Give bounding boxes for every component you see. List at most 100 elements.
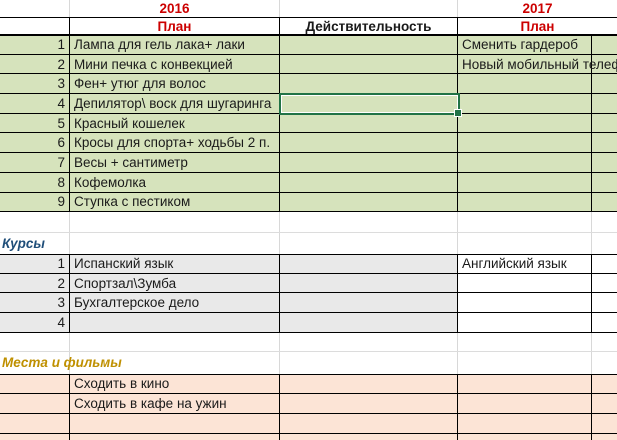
cell-empty[interactable] bbox=[592, 333, 617, 351]
cell-plan-2017[interactable]: Новый мобильный телеф bbox=[458, 54, 617, 74]
cell-overflow[interactable] bbox=[592, 133, 617, 152]
cell-row-number[interactable] bbox=[0, 413, 70, 433]
cell-empty[interactable] bbox=[280, 212, 458, 233]
cell-plan-2016[interactable] bbox=[70, 413, 280, 433]
cell-actual[interactable] bbox=[280, 312, 458, 332]
cell-plan-2016[interactable]: Сходить в кино bbox=[70, 374, 280, 393]
cell-plan-2017[interactable] bbox=[458, 374, 592, 393]
cell-plan-2016[interactable]: Кросы для спорта+ ходьбы 2 п. bbox=[70, 133, 280, 153]
cell-plan-2016[interactable]: Кофемолка bbox=[70, 172, 280, 192]
cell-empty[interactable] bbox=[458, 351, 592, 374]
cell-plan-2017[interactable] bbox=[458, 393, 592, 413]
cell-row-number[interactable]: 2 bbox=[0, 54, 70, 74]
actual-header[interactable]: Действительность bbox=[280, 18, 458, 34]
cell-plan-2016[interactable]: Депилятор\ воск для шугаринга bbox=[70, 94, 280, 113]
cell-plan-2017[interactable] bbox=[458, 74, 592, 94]
cell-overflow[interactable] bbox=[592, 255, 617, 273]
cell-overflow[interactable] bbox=[592, 375, 617, 393]
cell-empty[interactable] bbox=[70, 233, 280, 255]
cell-plan-2016[interactable]: Фен+ утюг для волос bbox=[70, 74, 280, 94]
cell-plan-2017[interactable] bbox=[458, 153, 592, 172]
cell-empty[interactable] bbox=[280, 351, 458, 374]
year-2017-label[interactable]: 2017 bbox=[522, 1, 553, 16]
cell-actual[interactable] bbox=[280, 172, 458, 192]
cell-actual[interactable] bbox=[280, 113, 458, 133]
cell-actual[interactable] bbox=[280, 153, 458, 172]
cell-empty[interactable] bbox=[0, 332, 70, 351]
cell-overflow[interactable] bbox=[592, 173, 617, 192]
cell-empty[interactable] bbox=[280, 332, 458, 351]
cell-row-number[interactable]: 3 bbox=[0, 293, 70, 312]
cell-plan-2017[interactable] bbox=[458, 113, 592, 133]
cell-overflow[interactable] bbox=[592, 94, 617, 113]
cell-empty[interactable] bbox=[70, 332, 280, 351]
cell-row-number[interactable]: 4 bbox=[0, 94, 70, 113]
cell-row-number[interactable]: 9 bbox=[0, 192, 70, 212]
cell-row-number[interactable]: 7 bbox=[0, 153, 70, 172]
cell-plan-2017[interactable] bbox=[458, 172, 592, 192]
cell-empty[interactable] bbox=[458, 233, 592, 255]
cell-overflow[interactable] bbox=[592, 74, 617, 93]
cell-plan-2017[interactable]: Сменить гардероб bbox=[458, 36, 592, 54]
cell-plan-2016[interactable]: Спортзал\Зумба bbox=[70, 273, 280, 293]
cell-actual[interactable] bbox=[280, 36, 458, 54]
cell-row-number[interactable]: 5 bbox=[0, 113, 70, 133]
cell-overflow[interactable] bbox=[592, 293, 617, 312]
cell-empty[interactable] bbox=[0, 18, 70, 34]
cell-empty[interactable] bbox=[592, 233, 617, 254]
selected-cell[interactable] bbox=[280, 94, 458, 113]
cell-plan-2017[interactable] bbox=[458, 273, 592, 293]
cell-row-number[interactable]: 1 bbox=[0, 36, 70, 54]
places-section-label[interactable]: Места и фильмы bbox=[0, 351, 122, 374]
cell-plan-2016[interactable]: Красный кошелек bbox=[70, 113, 280, 133]
cell-actual[interactable] bbox=[280, 74, 458, 94]
cell-overflow[interactable] bbox=[592, 193, 617, 212]
cell-plan-2017[interactable] bbox=[458, 433, 592, 440]
cell-empty[interactable] bbox=[70, 351, 280, 374]
cell-plan-2017[interactable]: Английский язык bbox=[458, 255, 592, 273]
courses-section-label[interactable]: Курсы bbox=[0, 233, 70, 255]
cell-overflow[interactable] bbox=[592, 312, 617, 332]
cell-plan-2017[interactable] bbox=[458, 312, 592, 332]
cell-plan-2016[interactable]: Бухгалтерское дело bbox=[70, 293, 280, 312]
cell-empty[interactable] bbox=[458, 332, 592, 351]
plan-2016-header[interactable]: План bbox=[70, 18, 280, 34]
cell-row-number[interactable]: 4 bbox=[0, 312, 70, 332]
fill-handle[interactable] bbox=[454, 108, 462, 117]
cell-plan-2017[interactable] bbox=[458, 413, 592, 433]
cell-row-number[interactable]: 3 bbox=[0, 74, 70, 94]
cell-actual[interactable] bbox=[280, 293, 458, 312]
cell-actual[interactable] bbox=[280, 393, 458, 413]
cell-actual[interactable] bbox=[280, 54, 458, 74]
cell-overflow[interactable] bbox=[592, 394, 617, 413]
cell-row-number[interactable]: 1 bbox=[0, 255, 70, 273]
cell-plan-2017[interactable] bbox=[458, 293, 592, 312]
cell-empty[interactable] bbox=[280, 233, 458, 255]
cell-empty[interactable] bbox=[592, 212, 617, 232]
cell-actual[interactable] bbox=[280, 255, 458, 273]
cell-plan-2016[interactable]: Мини печка с конвекцией bbox=[70, 54, 280, 74]
cell-actual[interactable] bbox=[280, 133, 458, 153]
cell-row-number[interactable]: 2 bbox=[0, 273, 70, 293]
cell-plan-2016[interactable]: Лампа для гель лака+ лаки bbox=[70, 36, 280, 54]
cell-empty[interactable] bbox=[280, 0, 458, 17]
cell-overflow[interactable] bbox=[592, 114, 617, 133]
cell-plan-2017[interactable] bbox=[458, 94, 592, 113]
cell-plan-2016[interactable]: Весы + сантиметр bbox=[70, 153, 280, 172]
cell-empty[interactable] bbox=[70, 212, 280, 233]
cell-plan-2016[interactable]: Ступка с пестиком bbox=[70, 192, 280, 212]
cell-overflow[interactable] bbox=[592, 273, 617, 293]
cell-plan-2016[interactable] bbox=[70, 312, 280, 332]
cell-corner[interactable] bbox=[0, 0, 70, 17]
cell-overflow[interactable] bbox=[592, 36, 617, 54]
cell-plan-2016[interactable] bbox=[70, 433, 280, 440]
cell-overflow[interactable] bbox=[592, 434, 617, 440]
cell-plan-2016[interactable]: Испанский язык bbox=[70, 255, 280, 273]
cell-actual[interactable] bbox=[280, 273, 458, 293]
cell-actual[interactable] bbox=[280, 433, 458, 440]
cell-row-number[interactable] bbox=[0, 393, 70, 413]
cell-empty[interactable] bbox=[592, 352, 617, 374]
cell-row-number[interactable] bbox=[0, 433, 70, 440]
cell-plan-2016[interactable]: Сходить в кафе на ужин bbox=[70, 393, 280, 413]
cell-actual[interactable] bbox=[280, 374, 458, 393]
